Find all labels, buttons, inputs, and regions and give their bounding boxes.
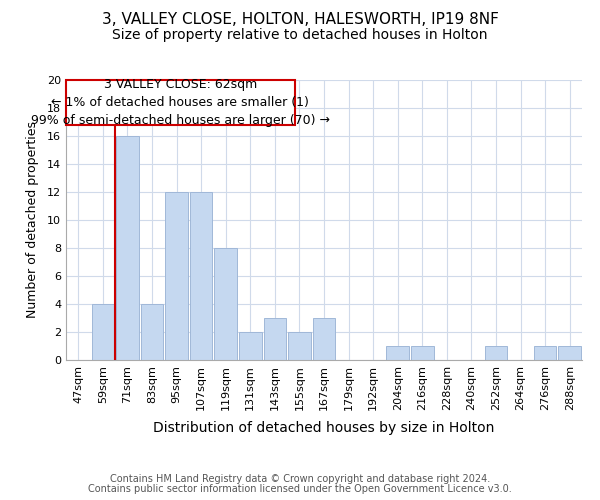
Bar — [559, 346, 581, 360]
Text: 3 VALLEY CLOSE: 62sqm
← 1% of detached houses are smaller (1)
99% of semi-detach: 3 VALLEY CLOSE: 62sqm ← 1% of detached h… — [31, 78, 330, 127]
Bar — [386, 346, 409, 360]
Y-axis label: Number of detached properties: Number of detached properties — [26, 122, 38, 318]
X-axis label: Distribution of detached houses by size in Holton: Distribution of detached houses by size … — [154, 421, 494, 435]
Bar — [190, 192, 212, 360]
Bar — [534, 346, 556, 360]
Bar — [239, 332, 262, 360]
Bar — [116, 136, 139, 360]
Bar — [485, 346, 508, 360]
Bar — [140, 304, 163, 360]
Bar — [288, 332, 311, 360]
Bar — [165, 192, 188, 360]
Bar — [313, 318, 335, 360]
Text: Contains public sector information licensed under the Open Government Licence v3: Contains public sector information licen… — [88, 484, 512, 494]
Bar — [92, 304, 114, 360]
Text: Size of property relative to detached houses in Holton: Size of property relative to detached ho… — [112, 28, 488, 42]
Text: Contains HM Land Registry data © Crown copyright and database right 2024.: Contains HM Land Registry data © Crown c… — [110, 474, 490, 484]
Text: 3, VALLEY CLOSE, HOLTON, HALESWORTH, IP19 8NF: 3, VALLEY CLOSE, HOLTON, HALESWORTH, IP1… — [101, 12, 499, 28]
Bar — [214, 248, 237, 360]
Bar — [263, 318, 286, 360]
Bar — [411, 346, 434, 360]
